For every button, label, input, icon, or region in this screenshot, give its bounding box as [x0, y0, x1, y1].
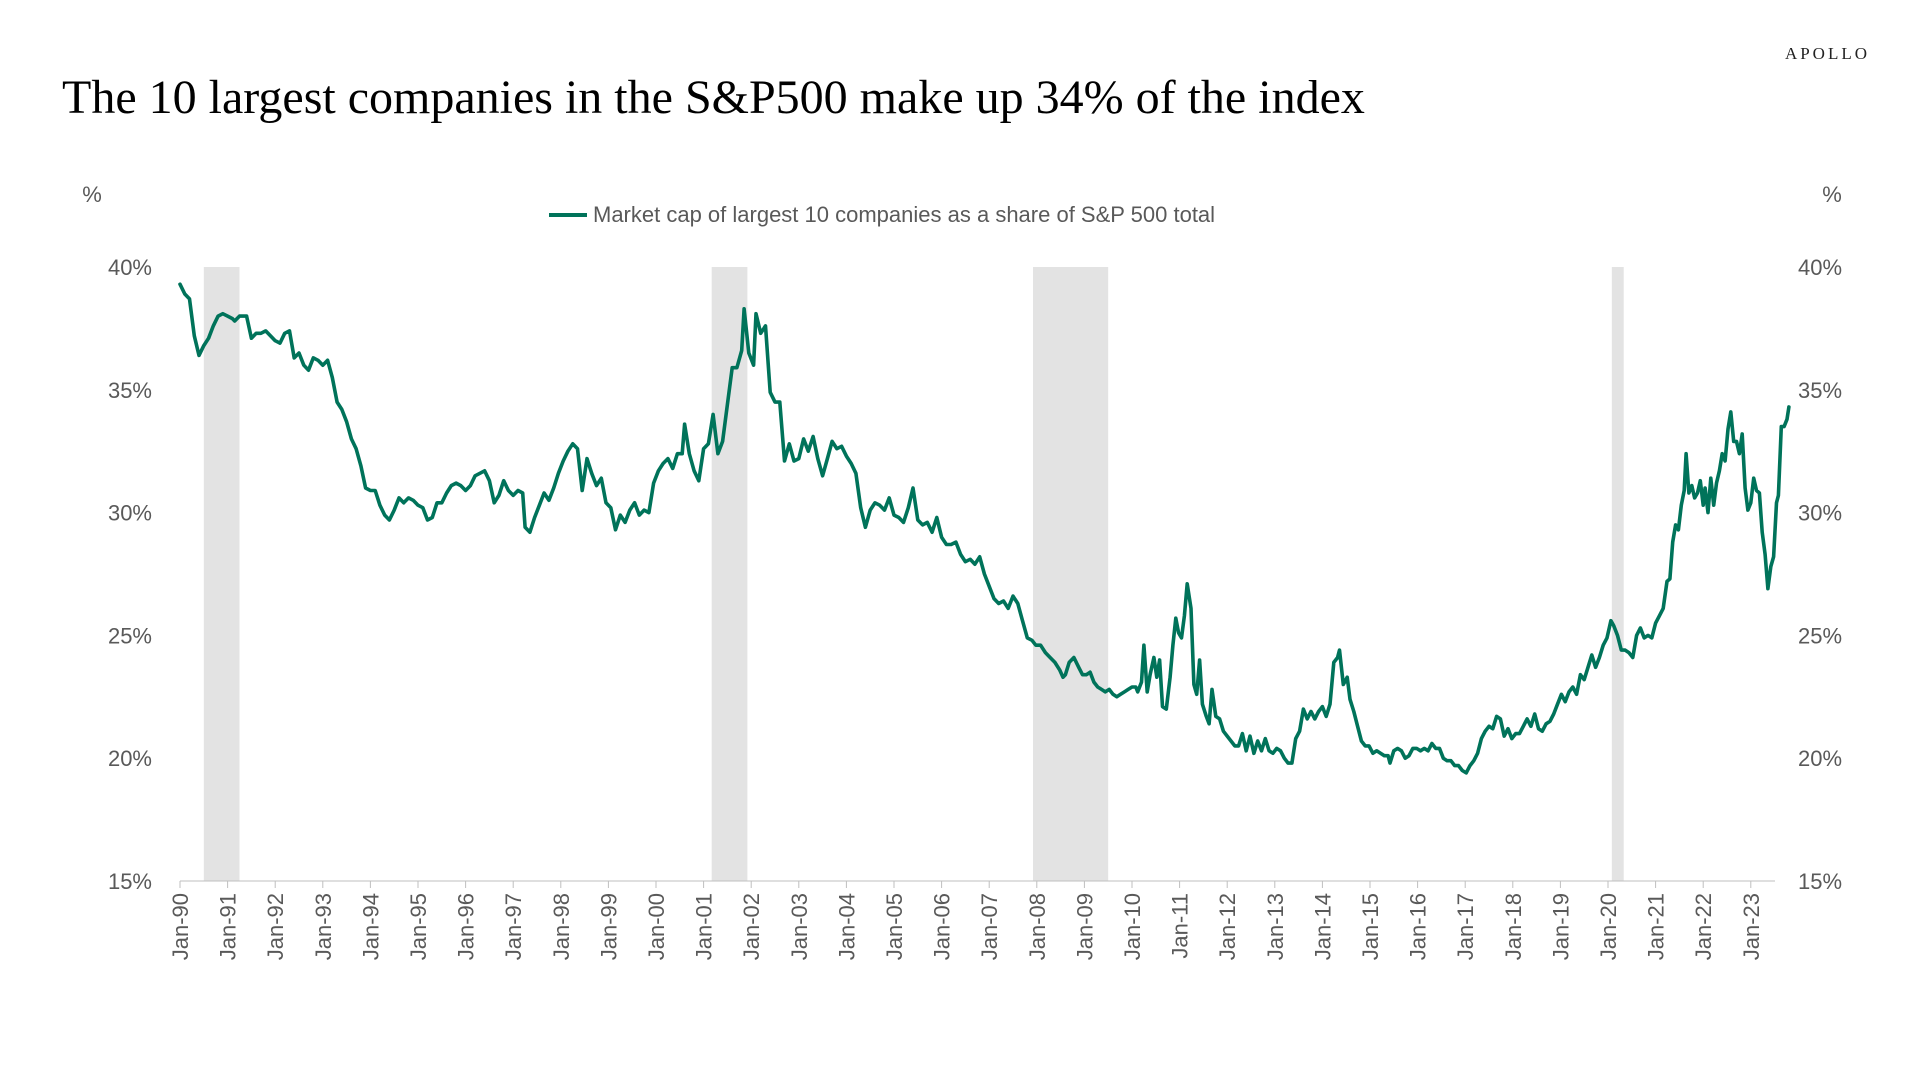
left-y-axis-label: %: [82, 182, 102, 207]
x-tick-label: Jan-90: [168, 893, 193, 960]
x-tick-label: Jan-12: [1215, 893, 1240, 960]
left-y-tick-label: 40%: [108, 255, 152, 280]
x-tick-label: Jan-17: [1453, 893, 1478, 960]
recession-band: [711, 267, 748, 881]
recession-band: [203, 267, 240, 881]
x-tick-label: Jan-93: [311, 893, 336, 960]
x-tick-label: Jan-97: [501, 893, 526, 960]
right-y-axis: 15% 20% 25% 30% 35% 40%: [1798, 255, 1842, 894]
left-y-axis: 15% 20% 25% 30% 35% 40%: [108, 255, 152, 894]
recession-band: [1611, 267, 1624, 881]
x-tick-label: Jan-96: [454, 893, 479, 960]
x-tick-label: Jan-21: [1644, 893, 1669, 960]
right-y-tick-label: 20%: [1798, 746, 1842, 771]
x-tick-label: Jan-04: [834, 893, 859, 960]
left-y-tick-label: 30%: [108, 501, 152, 526]
x-tick-label: Jan-98: [549, 893, 574, 960]
x-tick-label: Jan-08: [1025, 893, 1050, 960]
x-tick-label: Jan-16: [1406, 893, 1431, 960]
x-tick-label: Jan-03: [787, 893, 812, 960]
x-tick-label: Jan-18: [1501, 893, 1526, 960]
right-y-tick-label: 40%: [1798, 255, 1842, 280]
right-y-tick-label: 30%: [1798, 501, 1842, 526]
recession-shading: [203, 267, 1624, 881]
x-axis-ticks: Jan-90 Jan-91 Jan-92 Jan-93 Jan-94 Jan-95 Jan-…: [168, 881, 1764, 960]
x-tick-label: Jan-01: [692, 893, 717, 960]
right-y-tick-label: 25%: [1798, 623, 1842, 648]
x-tick-label: Jan-09: [1072, 893, 1097, 960]
right-y-tick-label: 35%: [1798, 378, 1842, 403]
legend: Market cap of largest 10 companies as a …: [549, 202, 1215, 227]
x-tick-label: Jan-00: [644, 893, 669, 960]
x-tick-label: Jan-15: [1358, 893, 1383, 960]
recession-band: [1032, 267, 1109, 881]
page-title: The 10 largest companies in the S&P500 m…: [62, 71, 1365, 124]
x-tick-label: Jan-19: [1548, 893, 1573, 960]
x-tick-label: Jan-05: [882, 893, 907, 960]
right-y-tick-label: 15%: [1798, 869, 1842, 894]
x-tick-label: Jan-02: [739, 893, 764, 960]
x-tick-label: Jan-14: [1310, 893, 1335, 960]
x-tick-label: Jan-22: [1691, 893, 1716, 960]
x-tick-label: Jan-10: [1120, 893, 1145, 960]
x-tick-label: Jan-95: [406, 893, 431, 960]
x-tick-label: Jan-94: [358, 893, 383, 960]
brand-logo: APOLLO: [1784, 44, 1870, 63]
legend-label: Market cap of largest 10 companies as a …: [593, 202, 1215, 227]
x-tick-label: Jan-91: [216, 893, 241, 960]
x-tick-label: Jan-99: [596, 893, 621, 960]
left-y-tick-label: 15%: [108, 869, 152, 894]
x-tick-label: Jan-20: [1596, 893, 1621, 960]
x-tick-label: Jan-13: [1263, 893, 1288, 960]
left-y-tick-label: 25%: [108, 623, 152, 648]
x-tick-label: Jan-06: [930, 893, 955, 960]
right-y-axis-label: %: [1822, 182, 1842, 207]
x-tick-label: Jan-23: [1739, 893, 1764, 960]
series-line: [178, 282, 1791, 775]
x-tick-label: Jan-92: [263, 893, 288, 960]
left-y-tick-label: 20%: [108, 746, 152, 771]
x-tick-label: Jan-11: [1168, 893, 1193, 959]
left-y-tick-label: 35%: [108, 378, 152, 403]
x-tick-label: Jan-07: [977, 893, 1002, 960]
